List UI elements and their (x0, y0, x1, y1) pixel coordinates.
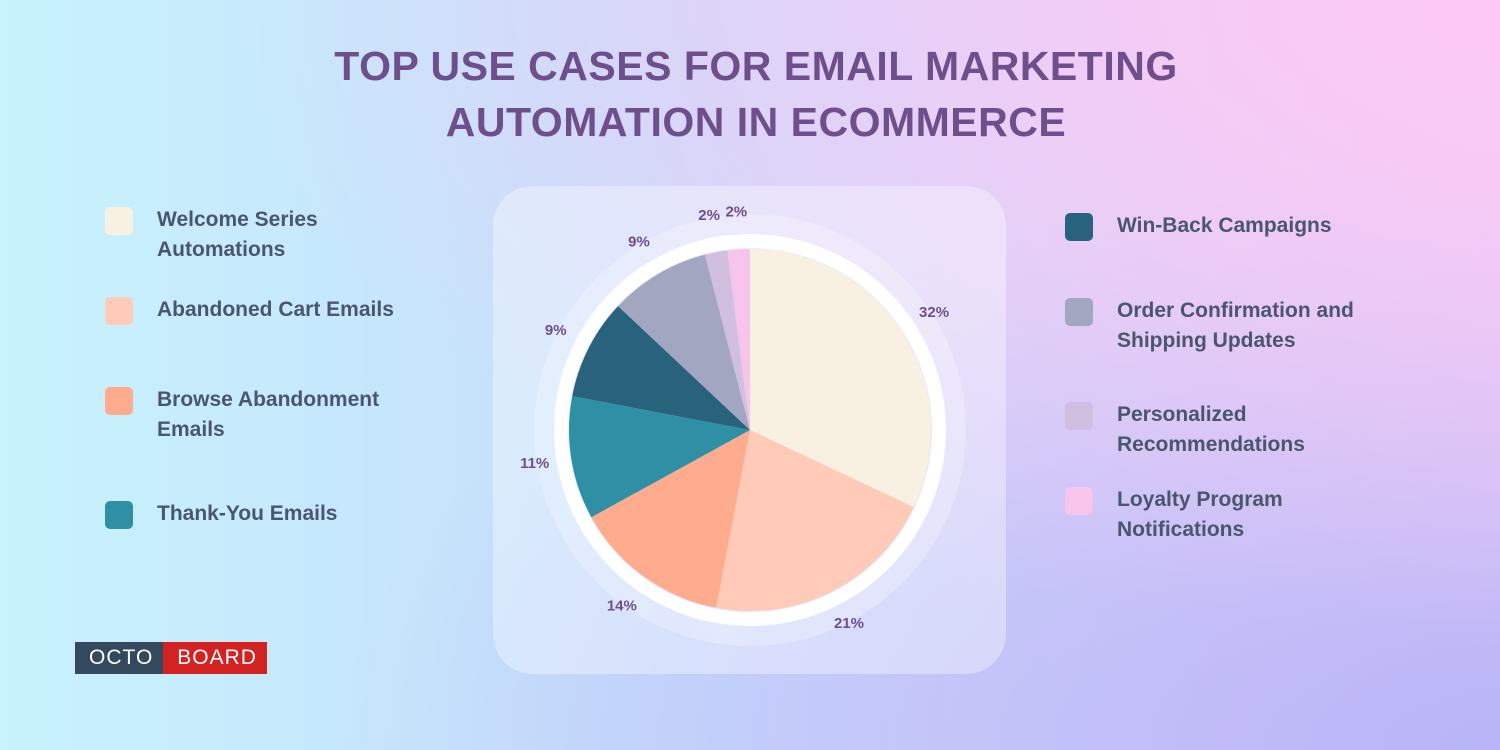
chart-title: TOP USE CASES FOR EMAIL MARKETING AUTOMA… (334, 43, 1178, 145)
legend-swatch (105, 501, 133, 529)
legend-label: Abandoned Cart Emails (157, 298, 394, 321)
pie-slice (704, 250, 750, 430)
legend-item: Personalized Recommendations (1065, 400, 1357, 460)
pie-slice (591, 430, 750, 608)
legend-swatch (1065, 298, 1093, 326)
pie-slice (572, 306, 750, 430)
value-label: 14% (607, 597, 637, 614)
legend-label: Loyalty Program Notifications (1117, 488, 1283, 541)
legend-label: Thank-You Emails (157, 502, 338, 525)
value-label: 21% (834, 615, 864, 632)
pie: 32% 21% 14% 11% 9% 9% 2% 2% (520, 203, 949, 632)
value-label: 2% (698, 207, 720, 224)
legend-label: Personalized Recommendations (1117, 403, 1305, 456)
value-label: 11% (520, 455, 549, 472)
legend-label: Browse Abandonment Emails (157, 388, 380, 441)
logo-right: BOARD (163, 642, 267, 674)
legend-swatch (1065, 402, 1093, 430)
pie-slice (716, 430, 914, 611)
legend-swatch (105, 207, 133, 235)
legend-item: Abandoned Cart Emails (105, 295, 397, 325)
ring (554, 234, 946, 626)
logo-left: OCTO (75, 642, 164, 674)
legend-swatch (1065, 213, 1093, 241)
legend-item: Browse Abandonment Emails (105, 385, 397, 445)
pie-slice (727, 249, 750, 430)
legend-swatch (105, 297, 133, 325)
legend-swatch (1065, 487, 1093, 515)
value-label: 32% (919, 304, 949, 321)
pie-slice (618, 254, 750, 430)
pie-slice (750, 249, 931, 508)
value-label: 2% (725, 203, 747, 220)
legend-label: Welcome Series Automations (157, 208, 318, 261)
logo: OCTO BOARD (75, 642, 267, 674)
legend-item: Welcome Series Automations (105, 205, 397, 265)
legend-swatch (105, 387, 133, 415)
value-label: 9% (545, 322, 567, 339)
legend-label: Win-Back Campaigns (1117, 214, 1332, 237)
legend-item: Loyalty Program Notifications (1065, 485, 1357, 545)
legend-item: Win-Back Campaigns (1065, 211, 1357, 241)
value-label: 9% (628, 233, 650, 250)
legend-label: Order Confirmation and Shipping Updates (1117, 299, 1354, 352)
legend-item: Thank-You Emails (105, 499, 397, 529)
pie-slice (569, 396, 750, 518)
legend-item: Order Confirmation and Shipping Updates (1065, 296, 1357, 356)
